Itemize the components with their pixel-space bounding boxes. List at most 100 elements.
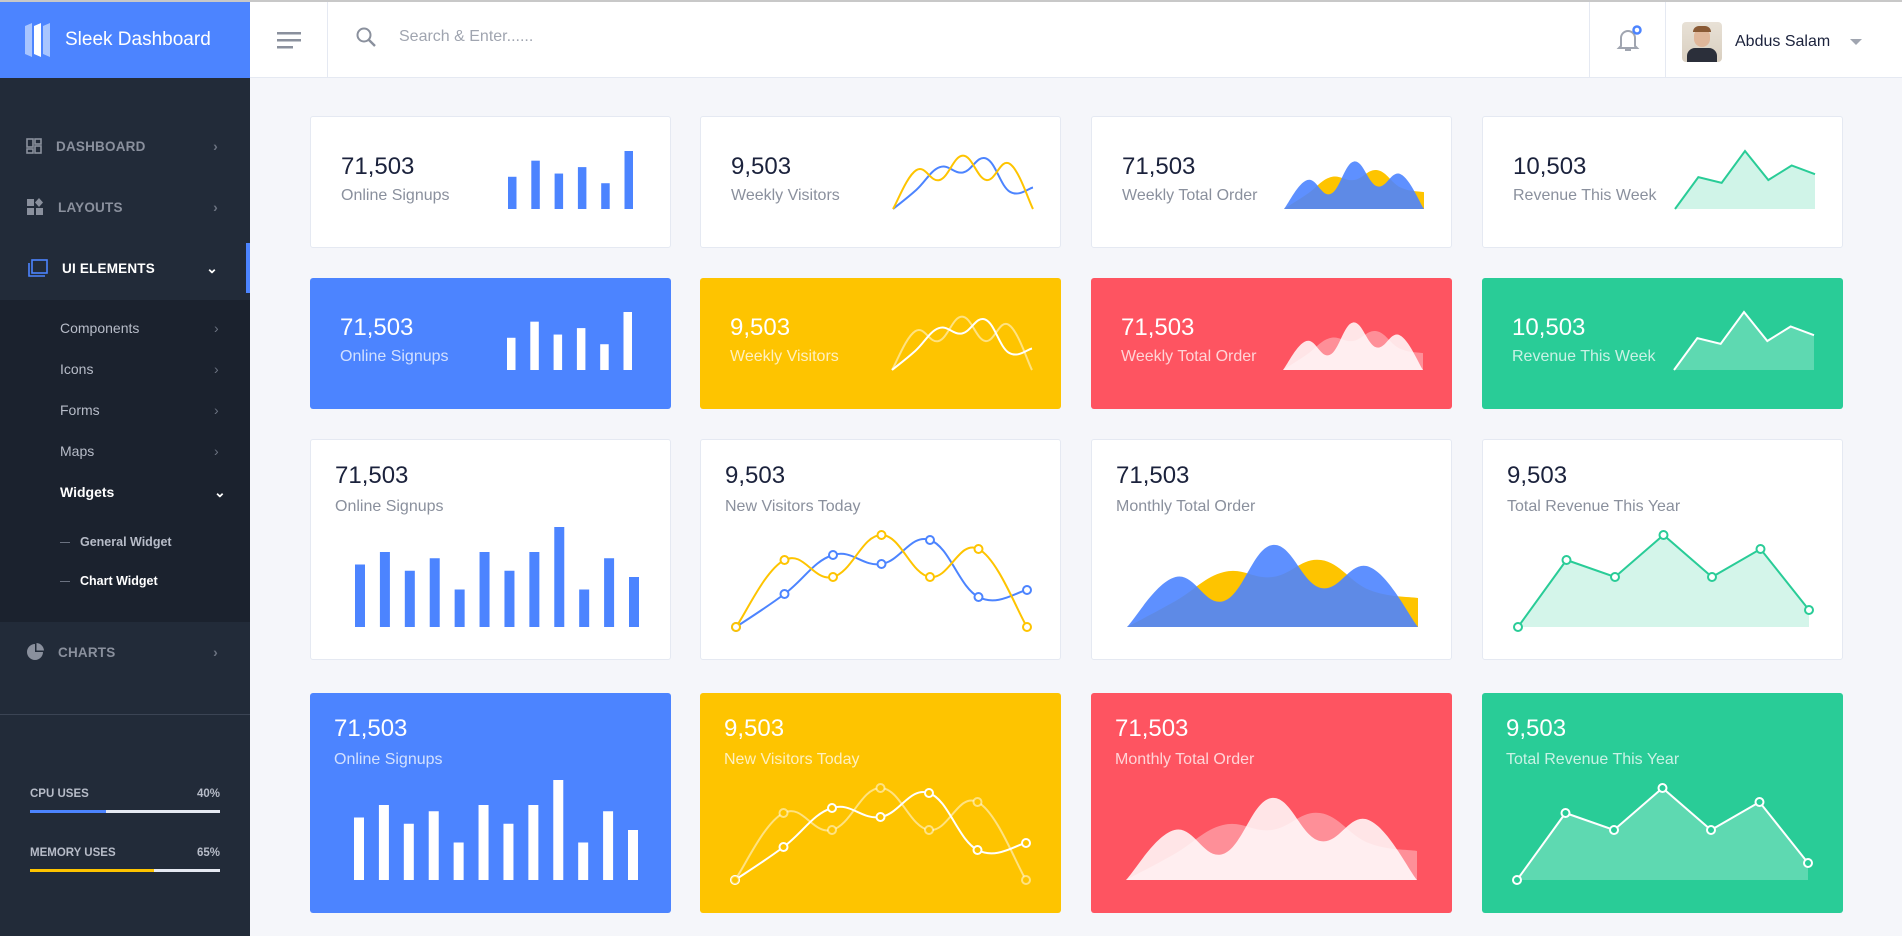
search-icon[interactable] (355, 26, 377, 48)
widget-label: Online Signups (335, 498, 444, 515)
widget-card: 9,503 Total Revenue This Year (1482, 439, 1843, 660)
sidebar-item-layouts[interactable]: LAYOUTS › (0, 182, 250, 232)
widget-value: 9,503 (731, 153, 792, 180)
sidebar-item-ui-elements[interactable]: UI ELEMENTS ⌄ (0, 243, 250, 293)
widget-label: Weekly Total Order (1122, 187, 1258, 204)
avatar (1682, 22, 1722, 62)
caret-down-icon (1850, 39, 1863, 45)
chevron-right-icon: › (214, 402, 219, 418)
chart-point (778, 808, 789, 818)
chart-bar (478, 805, 489, 880)
chart-bar (403, 823, 414, 880)
chart-line (892, 156, 1034, 210)
widget-value: 9,503 (725, 462, 786, 489)
chart-line (891, 317, 1033, 371)
widget-label: Revenue This Week (1513, 187, 1657, 204)
notifications-button[interactable] (1589, 2, 1666, 78)
chart-line (891, 315, 1033, 371)
chart-point (828, 550, 838, 560)
chart-point (875, 783, 886, 793)
widget-chart (892, 154, 1034, 210)
widget-value: 9,503 (1506, 715, 1567, 742)
submenu-item-chart-widget[interactable]: Chart Widget (60, 574, 158, 588)
widget-value: 9,503 (1507, 462, 1568, 489)
widget-label: Online Signups (334, 751, 443, 768)
cpu-usage: CPU USES 40% (30, 788, 220, 813)
chart-bar (530, 321, 539, 370)
chart-bar (529, 552, 540, 627)
sidebar-item-label: UI ELEMENTS (62, 260, 155, 276)
widget-card: 71,503 Monthly Total Order (1091, 439, 1452, 660)
widget-value: 71,503 (1121, 314, 1195, 341)
chart-area (1126, 797, 1417, 880)
widget-chart (1284, 161, 1424, 209)
sidebar-item-charts[interactable]: CHARTS › (0, 627, 250, 677)
submenu-item-widgets[interactable]: Widgets ⌄ (60, 484, 226, 500)
chart-point (1022, 585, 1032, 595)
chart-point (876, 559, 887, 569)
widget-card: 71,503 Online Signups (310, 278, 671, 409)
cpu-progress-fill (30, 810, 106, 813)
chart-bar (624, 151, 633, 209)
widget-label: Weekly Visitors (730, 348, 839, 365)
widget-card: 71,503 Monthly Total Order (1091, 693, 1452, 913)
chart-point (924, 825, 934, 835)
chart-area (1283, 322, 1423, 370)
submenu-item-icons[interactable]: Icons › (60, 361, 219, 377)
widget-label: Total Revenue This Year (1506, 751, 1680, 768)
sidebar-item-label: DASHBOARD (56, 138, 146, 154)
widget-chart (1283, 322, 1423, 370)
brand[interactable]: Sleek Dashboard (0, 2, 250, 78)
memory-label: MEMORY USES (30, 847, 116, 859)
sidebar-divider (0, 714, 250, 715)
chart-bar (503, 823, 514, 880)
submenu-label: Icons (60, 361, 94, 377)
chart-point (925, 572, 935, 582)
chart-point (827, 825, 837, 835)
widget-label: New Visitors Today (724, 751, 860, 768)
submenu-label: Components (60, 320, 140, 336)
cpu-progress-bar (30, 810, 220, 813)
chart-point (973, 544, 984, 554)
chart-point (1657, 783, 1668, 793)
widget-label: Weekly Visitors (731, 187, 840, 204)
chart-point (924, 788, 934, 798)
chart-bar (504, 570, 515, 627)
widget-chart (1512, 783, 1813, 885)
widget-chart (731, 530, 1032, 632)
chart-bar (354, 817, 364, 880)
submenu-item-components[interactable]: Components › (60, 320, 219, 336)
widget-value: 9,503 (724, 715, 785, 742)
sidebar-item-label: LAYOUTS (58, 199, 123, 215)
chart-point (1658, 530, 1669, 540)
sidebar-item-label: CHARTS (58, 644, 116, 660)
widget-card: 71,503 Online Signups (310, 439, 671, 660)
user-menu[interactable]: Abdus Salam (1682, 22, 1863, 62)
chart-bar (601, 183, 610, 209)
sidebar-toggle-button[interactable] (250, 2, 328, 78)
search-input[interactable] (399, 28, 799, 46)
chart-bar (429, 558, 440, 627)
submenu-item-maps[interactable]: Maps › (60, 443, 219, 459)
widget-card: 9,503 Total Revenue This Year (1482, 693, 1843, 913)
chart-point (1560, 808, 1571, 818)
chart-bar (404, 570, 415, 627)
chart-bar (603, 811, 614, 880)
chart-point (1021, 875, 1031, 885)
widget-card: 71,503 Weekly Total Order (1091, 278, 1452, 409)
brand-name: Sleek Dashboard (65, 29, 211, 50)
submenu-item-general-widget[interactable]: General Widget (60, 535, 172, 549)
chart-bar (576, 328, 586, 370)
memory-usage: MEMORY USES 65% (30, 847, 220, 872)
sidebar-item-dashboard[interactable]: DASHBOARD › (0, 121, 250, 171)
chart-area (1284, 161, 1424, 209)
widget-card: 71,503 Online Signups (310, 693, 671, 913)
chart-bar (528, 805, 539, 880)
widget-value: 71,503 (1116, 462, 1190, 489)
dashboard-icon (26, 138, 42, 154)
submenu-item-forms[interactable]: Forms › (60, 402, 219, 418)
chart-bar (454, 589, 465, 627)
chart-bar (600, 344, 609, 370)
widget-chart (507, 312, 632, 370)
chart-point (1021, 838, 1031, 848)
